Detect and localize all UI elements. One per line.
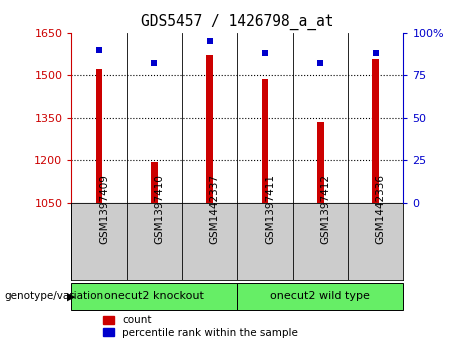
Bar	[262, 79, 268, 203]
Text: onecut2 wild type: onecut2 wild type	[271, 291, 370, 301]
Bar	[151, 162, 158, 203]
Text: GSM1397411: GSM1397411	[265, 174, 275, 244]
Legend: count, percentile rank within the sample: count, percentile rank within the sample	[103, 315, 298, 338]
Bar	[372, 59, 379, 203]
Text: GSM1442336: GSM1442336	[376, 174, 386, 244]
Text: GSM1442337: GSM1442337	[210, 174, 220, 244]
Bar	[96, 69, 102, 203]
Bar	[71, 283, 237, 310]
Text: GSM1397409: GSM1397409	[99, 174, 109, 244]
Bar	[207, 55, 213, 203]
Text: GSM1397412: GSM1397412	[320, 174, 331, 244]
Text: genotype/variation: genotype/variation	[5, 291, 104, 301]
Text: ▶: ▶	[67, 291, 75, 301]
Text: GSM1397410: GSM1397410	[154, 174, 165, 244]
Title: GDS5457 / 1426798_a_at: GDS5457 / 1426798_a_at	[141, 14, 334, 30]
Bar	[317, 122, 324, 203]
Text: onecut2 knockout: onecut2 knockout	[105, 291, 204, 301]
Bar	[237, 283, 403, 310]
